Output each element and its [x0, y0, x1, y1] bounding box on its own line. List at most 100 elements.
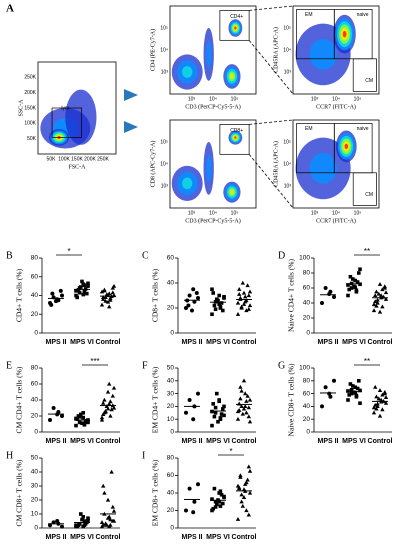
- data-point: [222, 413, 226, 418]
- data-point: [346, 293, 350, 298]
- connector: [249, 5, 294, 11]
- data-point: [382, 284, 387, 289]
- data-point: [107, 381, 112, 386]
- y-tick-label: 10³: [284, 69, 292, 75]
- y-tick-label: 0: [170, 330, 174, 337]
- data-point: [99, 415, 105, 420]
- data-point: [210, 312, 214, 317]
- data-point: [60, 414, 64, 418]
- x-tick-label: MPS II: [45, 534, 66, 541]
- data-point: [75, 295, 79, 300]
- data-point: [102, 397, 107, 402]
- y-tick-label: 30: [31, 483, 39, 490]
- y-axis-label: CM CD4+ T cells (%): [15, 366, 24, 433]
- data-point: [246, 464, 251, 469]
- y-tick-label: 50: [167, 365, 175, 372]
- data-point: [235, 300, 241, 305]
- data-point: [376, 291, 381, 296]
- data-point: [247, 419, 253, 424]
- data-point: [351, 277, 355, 281]
- x-tick-label: MPS VI: [342, 438, 366, 445]
- density: [182, 177, 193, 190]
- data-point: [210, 497, 214, 501]
- data-point: [81, 515, 85, 519]
- data-point: [192, 499, 197, 504]
- data-point: [99, 289, 105, 294]
- data-point: [77, 290, 82, 295]
- data-point: [221, 501, 225, 506]
- data-point: [371, 410, 377, 415]
- y-tick-label: 10⁵: [160, 25, 168, 31]
- x-tick-label: Control: [232, 534, 257, 541]
- data-point: [82, 423, 87, 427]
- y-tick-label: 50K: [27, 136, 37, 142]
- data-point: [99, 520, 105, 524]
- data-point: [353, 391, 357, 395]
- data-point: [239, 304, 244, 309]
- y-tick-label: 20: [31, 311, 39, 318]
- x-tick-label: Control: [96, 438, 121, 445]
- x-tick-label: Control: [96, 339, 121, 346]
- data-point: [357, 379, 361, 383]
- data-point: [110, 504, 115, 509]
- data-point: [103, 298, 108, 303]
- data-point: [196, 482, 200, 487]
- data-point: [244, 298, 249, 303]
- density: [309, 39, 337, 70]
- y-tick-label: 10³: [161, 69, 169, 75]
- panel-label: I: [142, 450, 145, 461]
- y-tick-label: 10⁴: [283, 161, 291, 167]
- data-point: [383, 290, 389, 295]
- data-point: [50, 291, 55, 296]
- data-point: [246, 293, 251, 298]
- data-point: [373, 299, 378, 304]
- x-tick-label: 10⁴: [332, 96, 340, 102]
- data-point: [237, 485, 242, 490]
- y-tick-label: 80: [167, 455, 175, 462]
- data-point: [210, 423, 214, 428]
- data-point: [380, 392, 385, 397]
- data-point: [355, 280, 360, 284]
- y-tick-label: 10⁴: [160, 47, 168, 53]
- data-point: [241, 487, 247, 492]
- data-point: [99, 302, 105, 307]
- data-point: [86, 420, 90, 425]
- data-point: [349, 286, 354, 290]
- y-tick-label: 20: [303, 416, 311, 423]
- data-point: [349, 391, 354, 396]
- data-point: [376, 396, 381, 401]
- y-tick-label: 40: [31, 469, 39, 476]
- data-point: [103, 521, 108, 526]
- data-point: [51, 406, 56, 410]
- y-tick-label: 0: [306, 330, 310, 337]
- y-tick-label: 60: [167, 472, 175, 479]
- data-point: [347, 393, 351, 397]
- data-point: [247, 303, 253, 308]
- data-point: [245, 393, 250, 398]
- data-point: [211, 291, 215, 295]
- significance-label: **: [364, 247, 370, 256]
- data-point: [375, 401, 380, 406]
- x-axis-label: CCR7 (FITC-A): [316, 103, 356, 110]
- density: [182, 66, 193, 78]
- data-point: [377, 388, 383, 392]
- data-point: [102, 287, 107, 292]
- data-point: [241, 406, 247, 411]
- data-point: [108, 517, 113, 522]
- data-point: [80, 279, 84, 284]
- y-tick-label: 40: [303, 300, 311, 307]
- connector: [248, 154, 294, 209]
- data-point: [374, 289, 379, 294]
- data-point: [241, 378, 247, 383]
- y-tick-label: 20: [167, 507, 175, 514]
- panel-label: G: [278, 360, 285, 371]
- x-tick-label: 10⁵: [354, 210, 362, 216]
- data-point: [82, 283, 87, 287]
- data-point: [86, 284, 90, 288]
- y-tick-label: 80: [31, 255, 39, 262]
- data-point: [77, 522, 82, 526]
- data-point: [110, 393, 115, 398]
- density: [206, 155, 212, 182]
- density: [206, 41, 212, 68]
- data-point: [212, 414, 217, 419]
